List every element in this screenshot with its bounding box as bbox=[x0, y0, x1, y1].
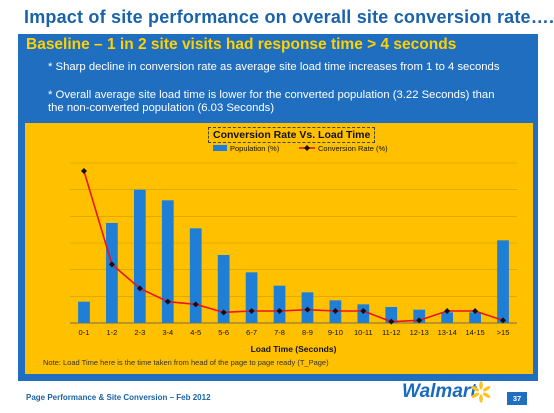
conversion-point bbox=[220, 309, 227, 316]
legend-line-marker bbox=[304, 145, 310, 151]
bar bbox=[497, 240, 509, 323]
bar bbox=[469, 312, 481, 323]
walmart-logo: Walmart bbox=[402, 381, 477, 402]
x-tick-label: 12-13 bbox=[410, 328, 429, 337]
page-number: 37 bbox=[507, 392, 527, 405]
legend-population: Population (%) bbox=[230, 144, 280, 153]
conversion-point bbox=[248, 308, 255, 314]
chart-title: Conversion Rate Vs. Load Time bbox=[208, 127, 376, 143]
x-tick-label: 0-1 bbox=[79, 328, 90, 337]
legend-conversion: Conversion Rate (%) bbox=[318, 144, 388, 153]
conversion-point bbox=[332, 308, 339, 314]
x-tick-label: 5-6 bbox=[218, 328, 229, 337]
legend-bar-swatch bbox=[213, 145, 227, 151]
x-tick-label: 11-12 bbox=[382, 328, 401, 337]
bar bbox=[106, 223, 118, 323]
chart-svg: 0-1 1-2 2-3 3-4 4-5 5-6 6-7 7-8 8-9 9-10 10-11 11-1… bbox=[70, 144, 517, 354]
x-tick-label: 4-5 bbox=[190, 328, 201, 337]
bullet-average-load-time-cont: the non-converted population (6.03 Secon… bbox=[48, 102, 275, 114]
conversion-point bbox=[164, 298, 171, 305]
x-tick-label: 2-3 bbox=[134, 328, 145, 337]
x-axis-label: Load Time (Seconds) bbox=[251, 344, 337, 354]
chart-note: Note: Load Time here is the time taken f… bbox=[43, 358, 329, 367]
conversion-point bbox=[276, 308, 283, 314]
bullet-average-load-time: * Overall average site load time is lowe… bbox=[48, 89, 495, 101]
bullet-conversion-decline: * Sharp decline in conversion rate as av… bbox=[48, 61, 500, 73]
bar bbox=[273, 285, 286, 323]
x-tick-label: 13-14 bbox=[438, 328, 457, 337]
bar bbox=[217, 255, 230, 323]
bar bbox=[245, 272, 258, 323]
bar bbox=[385, 307, 398, 323]
walmart-spark-icon bbox=[471, 381, 491, 403]
bar bbox=[161, 200, 174, 323]
conversion-point bbox=[192, 301, 199, 308]
x-tick-label: 8-9 bbox=[302, 328, 313, 337]
x-tick-label: 1-2 bbox=[106, 328, 117, 337]
slide-title: Impact of site performance on overall si… bbox=[24, 7, 554, 27]
bar bbox=[413, 309, 426, 323]
bar bbox=[133, 189, 146, 323]
conversion-line bbox=[83, 170, 504, 323]
conversion-point bbox=[304, 306, 311, 313]
bar bbox=[78, 301, 90, 323]
conversion-point bbox=[472, 308, 479, 314]
x-tick-label: 7-8 bbox=[274, 328, 285, 337]
conversion-point bbox=[136, 285, 143, 292]
x-tick-label: 10-11 bbox=[354, 328, 373, 337]
conversion-point bbox=[108, 261, 115, 268]
x-tick-label: 3-4 bbox=[162, 328, 173, 337]
chart-area: 0-1 1-2 2-3 3-4 4-5 5-6 6-7 7-8 8-9 9-10 10-11 11-1… bbox=[25, 123, 533, 374]
conversion-point bbox=[360, 308, 367, 314]
conversion-point bbox=[80, 168, 87, 174]
baseline-heading: Baseline – 1 in 2 site visits had respon… bbox=[26, 36, 457, 53]
x-tick-label: 6-7 bbox=[246, 328, 257, 337]
conversion-point bbox=[444, 308, 451, 314]
footer-text: Page Performance & Site Conversion – Feb… bbox=[26, 393, 211, 402]
blue-panel: Baseline – 1 in 2 site visits had respon… bbox=[18, 34, 538, 381]
conversion-point bbox=[416, 317, 423, 324]
conversion-point bbox=[500, 317, 507, 324]
x-tick-label: >15 bbox=[497, 328, 510, 337]
x-tick-label: 9-10 bbox=[328, 328, 343, 337]
bar bbox=[441, 312, 454, 323]
x-tick-label: 14-15 bbox=[466, 328, 485, 337]
conversion-point bbox=[388, 318, 395, 325]
bar bbox=[189, 228, 202, 323]
